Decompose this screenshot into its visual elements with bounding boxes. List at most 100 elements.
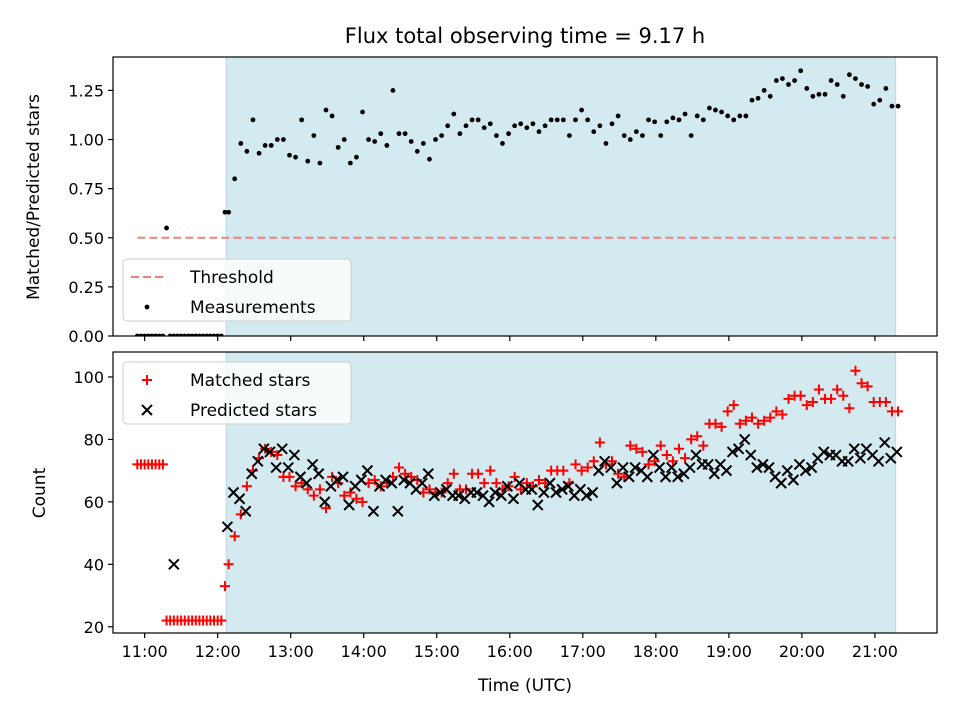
data-point [877,97,883,103]
data-point [414,148,420,154]
legend-label: Threshold [189,268,274,288]
data-point [720,464,733,477]
data-point [673,443,684,454]
data-point [219,581,230,592]
legend-box [122,258,352,322]
data-point [725,113,731,119]
data-point [533,475,544,486]
y-tick-label: 0.00 [68,327,104,346]
data-point [317,160,323,166]
data-point [865,84,871,89]
data-point [767,93,773,99]
data-point [268,143,274,148]
chart-title: Flux total observing time = 9.17 h [345,24,705,48]
y-tick-label: 1.25 [68,81,104,100]
data-point [521,478,532,489]
data-point [345,487,356,498]
y-tick-label: 0.50 [68,229,104,248]
data-point [859,82,864,87]
data-point [698,440,709,451]
data-point [745,449,757,461]
data-point [343,499,355,511]
series-predicted-stars [168,433,903,571]
data-point [558,465,569,476]
legend: Matched stars Predicted stars [122,361,352,425]
y-tick-label: 40 [84,555,104,574]
data-point [746,412,757,423]
data-point [765,412,776,423]
data-point [390,88,396,93]
data-point [694,113,700,119]
data-point [813,384,824,395]
data-point [416,477,428,489]
data-point [706,105,712,111]
data-point [895,103,901,109]
data-point [282,461,294,474]
data-point [434,486,447,499]
data-point [308,490,319,501]
data-point [560,117,566,123]
data-point [536,129,542,135]
data-point [239,505,252,517]
data-point [372,139,378,144]
data-point [483,496,495,508]
data-point [293,154,298,160]
data-point [726,446,739,458]
legend-key-matched [142,375,152,385]
data-point [621,133,627,138]
data-point [538,486,550,499]
data-point [592,464,605,477]
data-point [771,406,782,417]
series-measurements [134,68,901,336]
data-point [893,406,904,417]
x-tick-label: 16:00 [487,642,533,661]
data-point [299,117,305,123]
x-tick-label: 12:00 [195,642,241,661]
y-tick-label: 100 [73,368,104,387]
data-point [270,461,282,474]
data-point [222,209,228,215]
data-point [840,93,846,99]
top-y-axis-label: Matched/Predicted stars [24,94,44,300]
data-point [786,82,791,87]
data-point [378,131,384,137]
data-point [469,117,475,123]
data-point [457,131,463,137]
data-point [591,129,597,135]
data-point [481,125,487,131]
data-point [880,396,891,407]
data-point [631,443,642,454]
data-point [305,158,311,164]
x-tick-label: 13:00 [268,642,314,661]
data-point [451,111,457,117]
data-point [692,431,703,442]
data-point [738,433,751,446]
data-point [164,225,169,231]
plot-area [134,68,901,336]
data-point [335,144,341,150]
data-point [838,390,849,401]
data-point [525,483,538,496]
data-point [700,117,706,123]
data-point [722,406,733,417]
data-point [290,481,301,492]
x-tick-label: 15:00 [414,642,460,661]
legend-key-measurements [144,304,150,310]
data-point [641,471,654,483]
data-point [238,141,244,146]
data-point [312,468,325,480]
data-point [221,521,234,533]
data-point [757,458,769,471]
data-point [607,456,618,467]
data-point [487,121,493,127]
data-point [710,418,721,429]
data-point [357,496,368,507]
data-point [280,137,286,142]
data-point [408,139,414,144]
data-point [323,107,329,113]
data-point [822,91,828,97]
data-point [392,505,404,517]
data-point [801,400,812,411]
bottom-panel: 20 40 60 80 100 11:00 12:00 13:00 14:00 15:00 16:0… [73,351,938,661]
data-point [489,486,501,499]
